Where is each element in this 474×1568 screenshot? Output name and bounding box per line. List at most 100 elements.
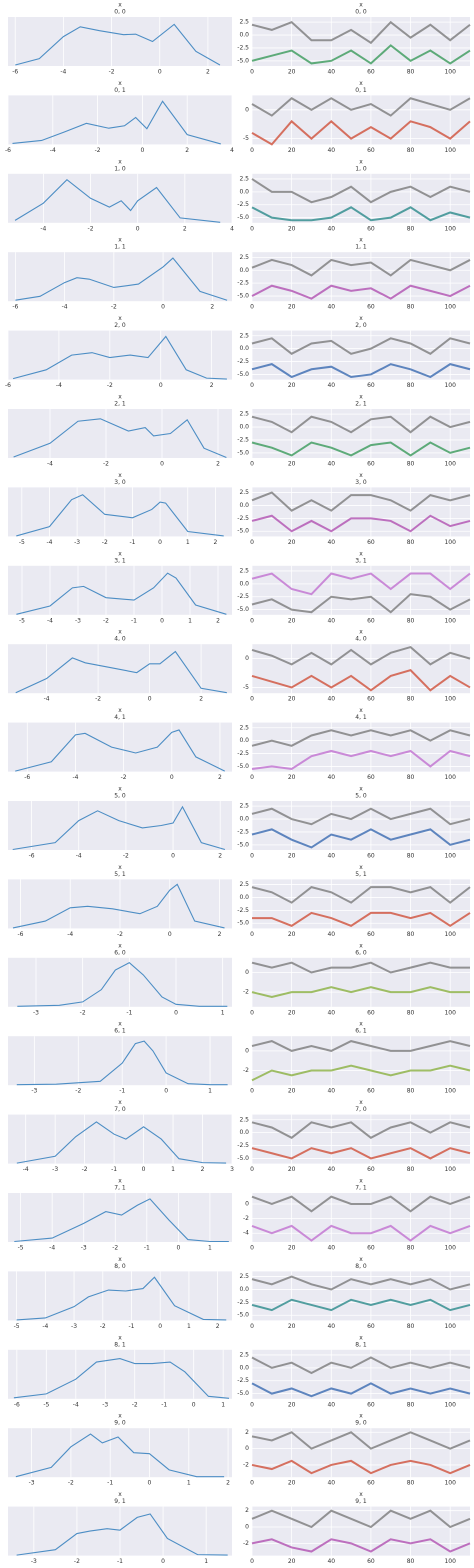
x-tick-label: 100 <box>444 1245 456 1252</box>
x-tick-label: 60 <box>367 1166 375 1173</box>
chart-subtitle: 9, 1 <box>355 1498 367 1505</box>
x-tick-label: 0 <box>250 1401 254 1408</box>
x-tick-label: 80 <box>407 147 415 154</box>
x-tick-label: 80 <box>407 461 415 468</box>
x-tick-label: 60 <box>367 1401 375 1408</box>
x-tick-label: 0 <box>250 1558 254 1565</box>
plot-background <box>252 173 470 223</box>
chart-subtitle: 4, 1 <box>114 714 126 721</box>
y-tick-label: -5.0 <box>237 449 249 456</box>
x-tick-label: 40 <box>327 696 335 703</box>
x-tick-label: -5 <box>18 1245 24 1252</box>
y-tick-label: 0 <box>245 1445 249 1452</box>
trace-line <box>251 337 471 355</box>
x-tick-label: -4 <box>44 696 50 703</box>
x-tick-label: 80 <box>407 539 415 546</box>
x-tick-label: 60 <box>367 69 375 76</box>
chart-title: x <box>359 2 363 9</box>
x-tick-label: 0 <box>250 696 254 703</box>
x-tick-label: 0 <box>136 225 140 232</box>
chart-title: x <box>359 1256 363 1263</box>
x-tick-label: 0 <box>174 1009 178 1016</box>
y-tick-label: 2.5 <box>239 803 249 810</box>
x-tick-label: 0 <box>160 461 164 468</box>
chart-title: x <box>359 472 363 479</box>
chart-title: x <box>118 2 122 9</box>
x-tick-label: 1 <box>221 1401 225 1408</box>
x-tick-label: -6 <box>5 147 11 154</box>
trace-line <box>251 645 471 666</box>
x-tick-label: -5 <box>14 1323 20 1330</box>
x-tick-label: 40 <box>327 931 335 938</box>
x-tick-label: 0 <box>250 853 254 860</box>
trace-line <box>251 441 471 457</box>
x-tick-label: 100 <box>444 1558 456 1565</box>
y-tick-label: 0 <box>245 106 249 113</box>
chart-title: x <box>359 707 363 714</box>
trace-line <box>251 1509 471 1529</box>
trace-line <box>251 572 471 596</box>
chart-title: x <box>359 80 363 87</box>
chart-subtitle: 9, 1 <box>114 1498 126 1505</box>
y-tick-label: 0.0 <box>239 1286 249 1293</box>
x-tick-label: 40 <box>327 147 335 154</box>
y-tick-label: 0.0 <box>239 1129 249 1136</box>
trace-line <box>252 911 471 928</box>
y-tick-label: -5.0 <box>237 293 249 300</box>
density-line <box>15 23 221 66</box>
y-tick-label: 2.5 <box>239 175 249 182</box>
x-tick-label: 100 <box>444 382 456 389</box>
x-tick-label: 80 <box>407 774 415 781</box>
y-tick-label: -2.5 <box>237 750 249 757</box>
chart-title: x <box>359 158 363 165</box>
x-tick-label: 2 <box>210 382 214 389</box>
y-tick-label: 0 <box>245 1200 249 1207</box>
chart-subtitle: 4, 0 <box>114 636 126 643</box>
chart-title: x <box>118 629 122 636</box>
x-tick-label: 20 <box>288 1166 296 1173</box>
x-tick-label: 60 <box>367 696 375 703</box>
x-tick-label: 80 <box>407 1558 415 1565</box>
plot-background <box>8 173 232 223</box>
x-tick-label: 0 <box>250 931 254 938</box>
trace-line <box>251 1431 471 1450</box>
y-tick-label: -2.5 <box>237 1377 249 1384</box>
trace-line <box>251 119 471 146</box>
plot-background <box>252 801 470 850</box>
x-tick-label: 3 <box>230 1166 234 1173</box>
x-tick-label: 0 <box>250 1245 254 1252</box>
plot-background <box>8 801 232 850</box>
x-tick-label: 20 <box>288 225 296 232</box>
x-tick-label: 20 <box>288 461 296 468</box>
trace-line <box>251 206 471 222</box>
x-tick-label: 0 <box>142 1166 146 1173</box>
trace-line <box>251 258 471 277</box>
chart-subtitle: 6, 0 <box>114 949 126 956</box>
x-tick-label: 20 <box>288 69 296 76</box>
trace-line <box>251 593 471 614</box>
y-tick-label: 2 <box>245 1507 249 1514</box>
x-tick-label: 1 <box>188 617 192 624</box>
x-tick-label: -2 <box>95 696 101 703</box>
x-tick-label: 0 <box>250 69 254 76</box>
density-line <box>14 1198 229 1243</box>
y-tick-label: 0.0 <box>239 894 249 901</box>
y-tick-label: -2 <box>243 1215 249 1222</box>
x-tick-label: -2 <box>123 853 129 860</box>
chart-subtitle: 7, 0 <box>114 1106 126 1113</box>
plot-background <box>8 17 232 66</box>
x-tick-label: 80 <box>407 853 415 860</box>
x-tick-label: 80 <box>407 1480 415 1487</box>
x-tick-label: 100 <box>444 304 456 311</box>
x-tick-label: -4 <box>47 617 53 624</box>
chart-title: x <box>359 942 363 949</box>
chart-title: x <box>118 1334 122 1341</box>
y-tick-label: -2.5 <box>237 907 249 914</box>
trace-line <box>251 44 471 65</box>
x-tick-label: 0 <box>250 1088 254 1095</box>
x-tick-label: 0 <box>171 853 175 860</box>
chart-title: x <box>118 394 122 401</box>
x-tick-label: 100 <box>444 1009 456 1016</box>
